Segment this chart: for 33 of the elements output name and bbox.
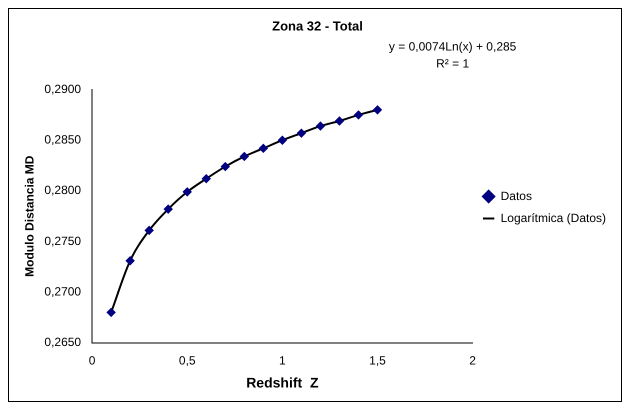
- point: [164, 204, 173, 214]
- legend-label: Datos: [500, 188, 532, 203]
- y-tick-label: 0,2850: [44, 132, 82, 147]
- y-tick-label: 0,2700: [44, 284, 82, 298]
- y-tick-label: 0,2750: [44, 234, 82, 248]
- point: [296, 128, 306, 138]
- y-axis-title: Modulo Distancia MD: [22, 155, 37, 277]
- point: [202, 174, 211, 184]
- point: [354, 110, 363, 120]
- point: [106, 308, 116, 317]
- text: y = 0,0074Ln(x) + 0,285: [388, 39, 517, 54]
- x-tick-label: 0: [88, 353, 96, 368]
- point: [316, 122, 325, 131]
- point: [258, 144, 268, 153]
- y-tick-label: 0,2800: [44, 183, 82, 198]
- legend-label: Logarítmica (Datos): [500, 210, 606, 225]
- point: [240, 152, 249, 161]
- x-tick-label: 1: [279, 353, 286, 368]
- chart-title: Zona 32 - Total: [272, 18, 363, 34]
- point: [334, 116, 344, 126]
- point: [126, 256, 135, 266]
- point: [278, 136, 287, 145]
- point: [373, 105, 382, 114]
- x-tick-label: 1,5: [369, 353, 386, 368]
- point: [182, 187, 192, 196]
- x-axis-title: Redshift Z: [246, 374, 319, 390]
- y-tick-label: 0,2900: [44, 82, 82, 96]
- x-tick-label: 0,5: [178, 353, 196, 368]
- text: R² = 1: [436, 56, 470, 70]
- x-tick-label: 2: [469, 353, 476, 368]
- point: [220, 162, 230, 172]
- point: [144, 226, 154, 235]
- y-tick-label: 0,2650: [44, 335, 82, 350]
